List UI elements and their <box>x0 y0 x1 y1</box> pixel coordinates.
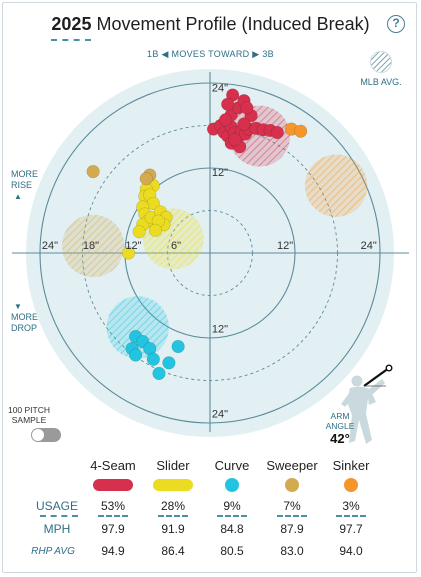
row-label-rhp-avg: RHP AVG <box>31 546 75 557</box>
tick-label-left-6: 6" <box>171 240 181 252</box>
pitch-point-curve <box>146 352 160 366</box>
pitch-name-sweeper: Sweeper <box>266 458 318 473</box>
table-cell: 84.8 <box>220 522 244 536</box>
sample-label-line1: 100 PITCH <box>7 405 51 415</box>
arrow-right-icon: ▶ <box>252 49 260 59</box>
pitch-point-curve <box>129 348 143 362</box>
more-drop-line1: MORE <box>11 312 38 322</box>
usage-row-underline <box>40 515 78 517</box>
tick-label-left-24: 24" <box>42 240 58 252</box>
card-frame <box>2 2 417 573</box>
arm-angle-line2: ANGLE <box>325 421 355 431</box>
mlb-average-circle-curve <box>106 296 169 359</box>
table-cell: 7% <box>283 499 301 513</box>
row-label-mph: MPH <box>43 522 71 536</box>
more-drop-label: ▼ MORE DROP <box>11 301 38 334</box>
down-arrow-icon: ▼ <box>14 302 22 311</box>
pitch-point-4-seam <box>218 113 233 127</box>
table-cell: 3% <box>342 499 360 513</box>
arm-angle-label: ARM ANGLE <box>322 411 358 431</box>
pitch-point-slider <box>148 223 163 237</box>
chart-title: 2025 Movement Profile (Induced Break) <box>0 14 421 35</box>
row-label-usage: USAGE <box>35 499 78 513</box>
table-cell: 53% <box>100 499 126 513</box>
table-cell: 28% <box>160 499 186 513</box>
pitch-point-sinker <box>294 124 308 138</box>
pitch-name-sinker: Sinker <box>332 458 370 473</box>
more-rise-label: MORE RISE ▲ <box>11 169 38 202</box>
movement-plot: 24" 12" 12" 24" 24" 18" 12" 6" 12" 24" <box>12 69 409 444</box>
direction-indicator: 1B ◀ MOVES TOWARD ▶ 3B <box>0 49 421 60</box>
pitch-point-slider <box>121 246 136 260</box>
help-icon[interactable]: ? <box>387 15 405 33</box>
mlb-average-label: MLB AVG. <box>360 77 402 87</box>
toggle-knob <box>32 429 44 441</box>
tick-label-bottom-24: 24" <box>212 408 228 420</box>
more-rise-line2: RISE <box>11 180 33 190</box>
pitch-point-4-seam <box>240 101 254 115</box>
pitch-pill-4-seam <box>93 479 133 491</box>
arm-angle-line1: ARM <box>330 411 350 421</box>
sample-label: 100 PITCH SAMPLE <box>6 405 52 425</box>
pitch-name-4-seam: 4-Seam <box>90 458 136 473</box>
sample-label-line2: SAMPLE <box>11 415 47 425</box>
pitch-point-curve <box>152 366 166 381</box>
mlb-average-circle-sinker <box>304 154 368 217</box>
table-cell: 83.0 <box>280 544 304 558</box>
more-drop-line2: DROP <box>11 323 38 333</box>
usage-value-underline <box>336 515 366 517</box>
up-arrow-icon: ▲ <box>14 192 22 201</box>
usage-value-underline <box>277 515 307 517</box>
third-base-label: 3B <box>262 49 274 59</box>
tick-label-left-18: 18" <box>83 240 99 252</box>
tick-label-right-12: 12" <box>277 240 293 252</box>
title-text: Movement Profile (Induced Break) <box>96 14 370 34</box>
mlb-average-swatch-icon <box>370 51 392 73</box>
pitch-point-slider <box>132 225 146 239</box>
pitch-name-curve: Curve <box>214 458 250 473</box>
tick-label-left-12: 12" <box>125 240 141 252</box>
pitch-point-sweeper <box>139 172 153 186</box>
tick-label-top-24: 24" <box>212 83 228 95</box>
usage-value-underline <box>158 515 188 517</box>
arm-angle-value: 42° <box>330 431 350 446</box>
usage-value-underline <box>217 515 247 517</box>
table-cell: 94.0 <box>339 544 363 558</box>
pitch-point-4-seam <box>221 97 235 111</box>
arrow-left-icon: ◀ <box>161 49 169 59</box>
season-year-selector[interactable]: 2025 <box>51 14 92 34</box>
mlb-average-circle-sweeper <box>61 214 125 278</box>
pitch-dot-curve <box>225 478 239 492</box>
table-cell: 97.9 <box>101 522 125 536</box>
pitch-dot-sinker <box>344 478 358 492</box>
moves-toward-label: MOVES TOWARD <box>171 49 250 59</box>
table-cell: 9% <box>223 499 241 513</box>
more-rise-line1: MORE <box>11 169 38 179</box>
arm-angle-figure <box>341 364 393 444</box>
pitch-point-4-seam <box>270 125 284 140</box>
table-cell: 91.9 <box>161 522 185 536</box>
table-cell: 80.5 <box>220 544 244 558</box>
tick-label-right-24: 24" <box>361 240 377 252</box>
tick-label-top-12: 12" <box>212 167 228 179</box>
usage-value-underline <box>98 515 128 517</box>
pitch-name-slider: Slider <box>156 458 190 473</box>
table-cell: 94.9 <box>101 544 125 558</box>
pitch-point-curve <box>171 339 185 354</box>
table-cell: 87.9 <box>280 522 304 536</box>
pitch-dot-sweeper <box>285 478 299 492</box>
pitch-point-4-seam <box>237 117 251 131</box>
tick-label-bottom-12: 12" <box>212 323 228 335</box>
table-cell: 86.4 <box>161 544 185 558</box>
pitch-sample-toggle[interactable] <box>31 428 61 442</box>
first-base-label: 1B <box>147 49 159 59</box>
pitch-point-sweeper <box>86 164 100 179</box>
table-cell: 97.7 <box>339 522 363 536</box>
pitch-point-curve <box>162 356 176 370</box>
pitch-point-4-seam <box>228 133 242 147</box>
pitch-pill-slider <box>153 479 193 491</box>
ring-24-inch <box>39 82 381 424</box>
